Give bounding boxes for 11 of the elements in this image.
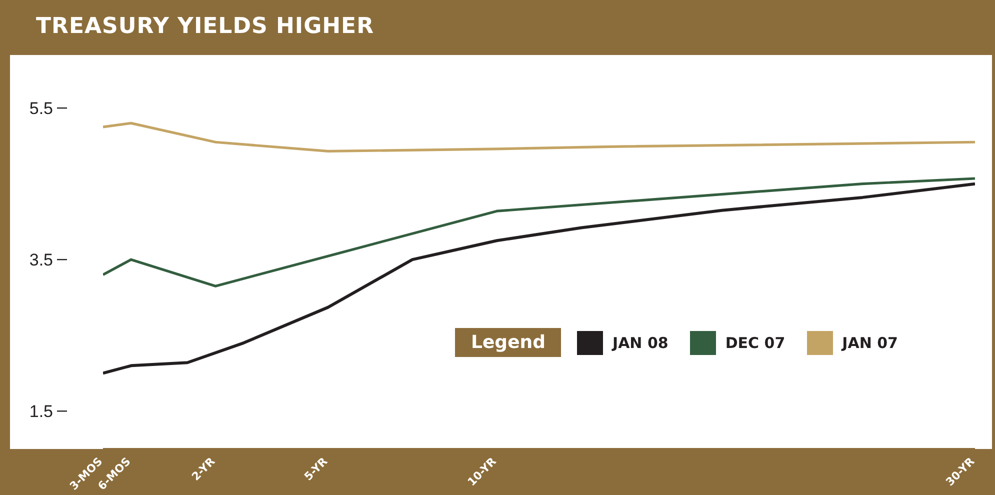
line-series <box>103 177 975 288</box>
legend-title: Legend <box>455 328 562 357</box>
line-series <box>103 182 975 375</box>
y-tick-label: 1.5 <box>29 402 53 422</box>
y-tick-label: 5.5 <box>29 99 53 118</box>
line-series <box>103 122 975 153</box>
chart-title: TREASURY YIELDS HIGHER <box>36 14 374 39</box>
legend-label: JAN 08 <box>612 334 668 352</box>
legend-label: DEC 07 <box>725 334 786 352</box>
y-tick-label: 3.5 <box>29 250 53 270</box>
legend-label: JAN 07 <box>842 334 898 352</box>
